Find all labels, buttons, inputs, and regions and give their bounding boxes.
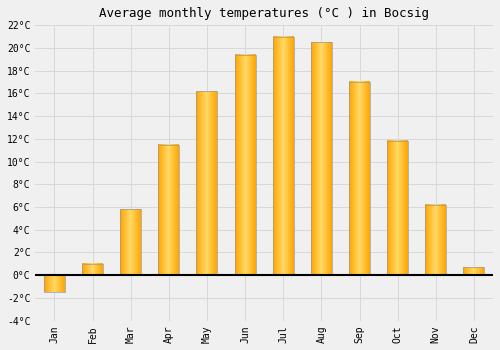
- Bar: [426, 205, 446, 275]
- Bar: [311, 42, 332, 275]
- Bar: [196, 91, 218, 275]
- Bar: [158, 145, 180, 275]
- Bar: [120, 209, 141, 275]
- Bar: [273, 37, 293, 275]
- Title: Average monthly temperatures (°C ) in Bocsig: Average monthly temperatures (°C ) in Bo…: [99, 7, 429, 20]
- Bar: [349, 82, 370, 275]
- Bar: [234, 55, 256, 275]
- Bar: [464, 267, 484, 275]
- Bar: [82, 264, 103, 275]
- Bar: [387, 141, 408, 275]
- Bar: [44, 275, 65, 292]
